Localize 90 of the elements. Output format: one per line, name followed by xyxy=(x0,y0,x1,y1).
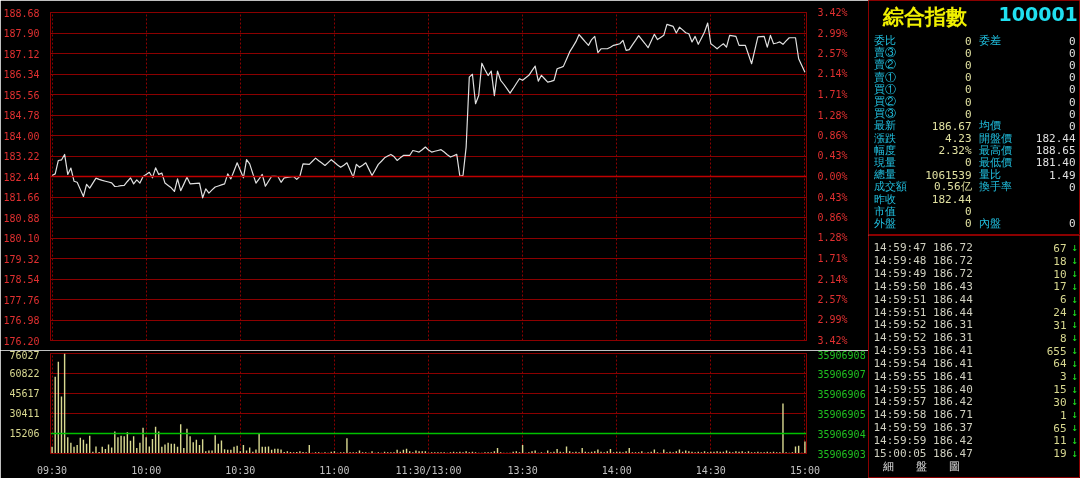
text: 賣③ 0 0 xyxy=(873,46,1076,60)
text: 14:59:48 186.72 18 ↓ xyxy=(873,254,1078,268)
text: 14:59:50 186.43 17 ↓ xyxy=(873,279,1078,294)
y2-tick-label: 2.99% xyxy=(817,314,848,326)
text: 14:59:51 186.44 24 ↓ xyxy=(873,305,1078,320)
y-tick-label: 180.10 xyxy=(3,233,40,244)
text: 昨收 182.44 xyxy=(873,192,972,207)
y-tick-label: 181.66 xyxy=(3,192,40,203)
text: 14:59:57 186.42 30 ↓ xyxy=(873,395,1078,409)
x-tick-label: 15:00 xyxy=(789,464,820,476)
text: 14:59:55 186.40 15 ↓ xyxy=(873,382,1078,397)
y-tick-label: 176.20 xyxy=(3,335,40,347)
text: 成交額 0.56亿 換手率 0 xyxy=(873,180,1076,194)
y-tick-label: 15206 xyxy=(9,428,40,440)
y2-tick-label: 0.86% xyxy=(817,212,848,224)
text: 現量 0 最低價 181.40 xyxy=(873,155,1076,170)
text: 細 盤 圖 xyxy=(883,459,960,473)
text: 外盤 0 內盤 0 xyxy=(873,216,1076,231)
y-tick-label: 179.32 xyxy=(3,253,40,265)
y-tick-label: 76027 xyxy=(9,349,40,361)
y2-tick-label: 0.86% xyxy=(817,129,848,141)
text: 100001 xyxy=(998,2,1078,25)
y2-tick-label: 35906904 xyxy=(817,428,866,440)
text: 買② 0 0 xyxy=(873,95,1076,109)
text: 賣① 0 0 xyxy=(873,70,1076,85)
y-tick-label: 30411 xyxy=(9,408,40,420)
y2-tick-label: 1.71% xyxy=(817,253,848,264)
y2-tick-label: 2.14% xyxy=(817,273,848,285)
x-tick-label: 09:30 xyxy=(37,464,68,476)
text: 總量 1061539 量比 1.49 xyxy=(873,168,1076,182)
x-tick-label: 10:00 xyxy=(131,464,162,476)
y2-tick-label: 35906905 xyxy=(817,408,866,420)
y-tick-label: 186.34 xyxy=(3,69,40,80)
text: 委比 0 委差 0 xyxy=(873,34,1076,48)
y2-tick-label: 2.14% xyxy=(817,68,848,80)
y-tick-label: 184.00 xyxy=(3,130,40,142)
x-tick-label: 14:00 xyxy=(601,464,632,476)
y-tick-label: 177.76 xyxy=(3,294,40,306)
y-tick-label: 185.56 xyxy=(3,89,40,101)
y-tick-label: 183.22 xyxy=(3,151,40,162)
x-tick-label: 13:30 xyxy=(507,464,538,476)
x-tick-label: 14:30 xyxy=(695,464,726,476)
y2-tick-label: 35906906 xyxy=(817,388,866,400)
text: 14:59:53 186.41 655 ↓ xyxy=(873,344,1078,358)
y2-tick-label: 1.28% xyxy=(817,109,848,121)
text: 14:59:55 186.41 3 ↓ xyxy=(873,369,1078,384)
y2-tick-label: 2.57% xyxy=(817,294,848,306)
y-tick-label: 180.88 xyxy=(3,212,40,224)
text: 14:59:49 186.72 10 ↓ xyxy=(873,267,1078,281)
y-tick-label: 184.78 xyxy=(3,110,40,121)
x-tick-label: 11:30/13:00 xyxy=(395,464,462,476)
y-tick-label: 188.68 xyxy=(3,7,40,19)
y2-tick-label: 35906903 xyxy=(817,448,866,460)
text: 綜合指數 xyxy=(881,4,968,29)
text: 14:59:54 186.41 64 ↓ xyxy=(873,356,1078,371)
y-tick-label: 187.12 xyxy=(3,48,40,60)
text: 幅度 2.32% 最高價 188.65 xyxy=(873,143,1076,158)
text: 買① 0 0 xyxy=(873,82,1076,97)
text: 14:59:52 186.31 8 ↓ xyxy=(873,331,1078,345)
y2-tick-label: 35906908 xyxy=(817,349,866,361)
text: 市值 0 xyxy=(873,204,972,219)
x-tick-label: 11:00 xyxy=(319,464,350,476)
text: 賣② 0 0 xyxy=(873,58,1076,72)
y2-tick-label: 2.99% xyxy=(817,27,848,39)
y2-tick-label: 1.28% xyxy=(817,232,848,244)
y2-tick-label: 0.43% xyxy=(817,150,848,162)
y2-tick-label: 0.43% xyxy=(817,191,848,203)
text: 買③ 0 0 xyxy=(873,107,1076,121)
text: 14:59:47 186.72 67 ↓ xyxy=(873,241,1078,255)
text: 14:59:51 186.44 6 ↓ xyxy=(873,292,1078,307)
y2-tick-label: 1.71% xyxy=(817,89,848,100)
y-tick-label: 176.98 xyxy=(3,315,40,326)
text: 14:59:59 186.37 65 ↓ xyxy=(873,421,1078,435)
text: 14:59:59 186.42 11 ↓ xyxy=(873,433,1078,448)
y-tick-label: 178.54 xyxy=(3,274,40,285)
y2-tick-label: 3.42% xyxy=(817,7,848,18)
y-tick-label: 187.90 xyxy=(3,28,40,39)
y-tick-label: 45617 xyxy=(9,388,40,400)
y2-tick-label: 3.42% xyxy=(817,335,848,346)
y2-tick-label: 0.00% xyxy=(817,171,848,182)
text: 15:00:05 186.47 19 ↓ xyxy=(873,446,1078,461)
y-tick-label: 182.44 xyxy=(3,171,40,183)
text: 最新 186.67 均價 0 xyxy=(873,119,1076,133)
text: 14:59:52 186.31 31 ↓ xyxy=(873,318,1078,332)
y2-tick-label: 2.57% xyxy=(817,47,848,59)
text: 漲跌 4.23 開盤價 182.44 xyxy=(873,131,1076,146)
x-tick-label: 10:30 xyxy=(225,464,256,476)
text: 14:59:58 186.71 1 ↓ xyxy=(873,408,1078,422)
y2-tick-label: 35906907 xyxy=(817,368,866,380)
y-tick-label: 60822 xyxy=(9,368,40,380)
